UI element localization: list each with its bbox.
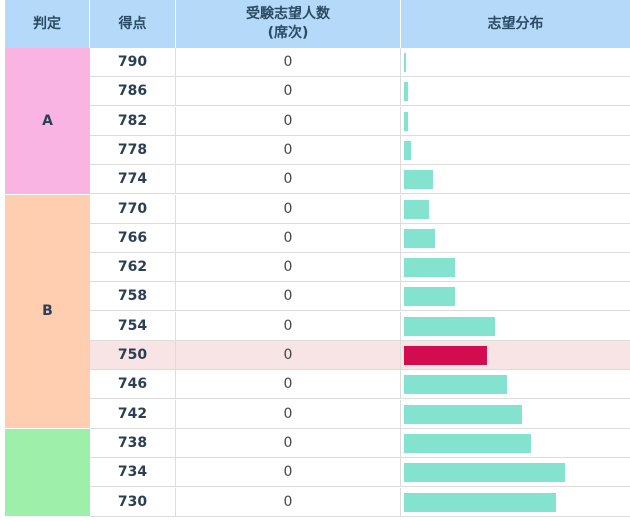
distribution-cell <box>401 458 630 486</box>
score-cell: 754 <box>90 311 176 340</box>
table-row: 734 0 <box>90 458 630 488</box>
score-cell: 758 <box>90 282 176 311</box>
table-row: 758 0 <box>90 282 630 312</box>
applicant-count-cell: 0 <box>176 223 401 252</box>
applicant-count-cell: 0 <box>176 282 401 311</box>
distribution-bar <box>404 433 531 453</box>
table-row: 738 0 <box>90 428 630 458</box>
table-row: 730 0 <box>90 487 630 517</box>
distribution-cell <box>401 312 630 340</box>
judge-cell: A <box>5 48 90 195</box>
score-cell: 746 <box>90 370 176 399</box>
distribution-bar <box>404 170 433 190</box>
table-row: 774 0 <box>90 165 630 195</box>
score-cell: 730 <box>90 487 176 516</box>
distribution-cell <box>401 48 630 76</box>
judge-cell <box>5 428 90 517</box>
table-row: 782 0 <box>90 106 630 136</box>
table-row: 770 0 <box>90 194 630 224</box>
score-cell: 778 <box>90 135 176 164</box>
distribution-cell <box>401 195 630 223</box>
applicant-count-cell: 0 <box>176 253 401 282</box>
distribution-cell <box>401 253 630 281</box>
distribution-bar <box>404 492 556 512</box>
distribution-bar <box>404 375 507 395</box>
distribution-cell <box>401 77 630 105</box>
score-cell: 782 <box>90 106 176 135</box>
table-row: 786 0 <box>90 77 630 107</box>
table-row: 766 0 <box>90 223 630 253</box>
applicant-count-cell: 0 <box>176 77 401 106</box>
distribution-cell <box>401 136 630 164</box>
distribution-bar <box>404 199 429 219</box>
score-cell: 750 <box>90 341 176 369</box>
applicant-count-cell: 0 <box>176 458 401 487</box>
distribution-bar <box>404 287 455 307</box>
score-cell: 790 <box>90 48 176 76</box>
score-cell: 734 <box>90 458 176 487</box>
header-judge: 判定 <box>5 0 90 48</box>
distribution-cell <box>401 107 630 135</box>
applicant-count-cell: 0 <box>176 487 401 516</box>
distribution-cell <box>401 488 630 516</box>
distribution-bar <box>404 463 565 483</box>
distribution-cell <box>401 224 630 252</box>
table-row: 762 0 <box>90 253 630 283</box>
distribution-cell <box>401 341 630 369</box>
applicant-count-cell: 0 <box>176 428 401 457</box>
header-applicant-count-line1: 受験志望人数 <box>246 6 330 22</box>
header-applicant-count: 受験志望人数 (席次) <box>176 0 401 48</box>
applicant-count-cell: 0 <box>176 165 401 194</box>
score-cell: 762 <box>90 253 176 282</box>
header-distribution: 志望分布 <box>401 0 630 48</box>
applicant-count-cell: 0 <box>176 370 401 399</box>
distribution-bar <box>404 228 435 248</box>
score-cell: 770 <box>90 194 176 223</box>
applicant-count-cell: 0 <box>176 194 401 223</box>
applicant-count-cell: 0 <box>176 341 401 369</box>
applicant-count-cell: 0 <box>176 48 401 76</box>
score-cell: 774 <box>90 165 176 194</box>
table-row: 778 0 <box>90 135 630 165</box>
distribution-bar <box>404 111 408 131</box>
table-row: 746 0 <box>90 370 630 400</box>
header-applicant-count-line2: (席次) <box>267 25 309 41</box>
distribution-cell <box>401 429 630 457</box>
header-score: 得点 <box>90 0 176 48</box>
distribution-cell <box>401 165 630 193</box>
distribution-cell <box>401 370 630 398</box>
distribution-bar <box>404 53 406 72</box>
score-cell: 766 <box>90 223 176 252</box>
score-cell: 786 <box>90 77 176 106</box>
distribution-bar <box>404 140 411 160</box>
applicant-count-cell: 0 <box>176 106 401 135</box>
distribution-bar-highlighted <box>404 346 487 365</box>
table-row: 754 0 <box>90 311 630 341</box>
table-row-highlighted: 750 0 <box>90 341 630 370</box>
applicant-count-cell: 0 <box>176 399 401 428</box>
applicant-count-cell: 0 <box>176 311 401 340</box>
distribution-bar <box>404 82 408 102</box>
distribution-bar <box>404 258 455 278</box>
table-row: 742 0 <box>90 399 630 429</box>
judge-cell: B <box>5 194 90 429</box>
score-cell: 742 <box>90 399 176 428</box>
table-row: 790 0 <box>90 48 630 77</box>
distribution-bar <box>404 404 522 424</box>
applicant-count-cell: 0 <box>176 135 401 164</box>
score-cell: 738 <box>90 428 176 457</box>
distribution-cell <box>401 282 630 310</box>
distribution-bar <box>404 316 495 336</box>
distribution-cell <box>401 400 630 428</box>
